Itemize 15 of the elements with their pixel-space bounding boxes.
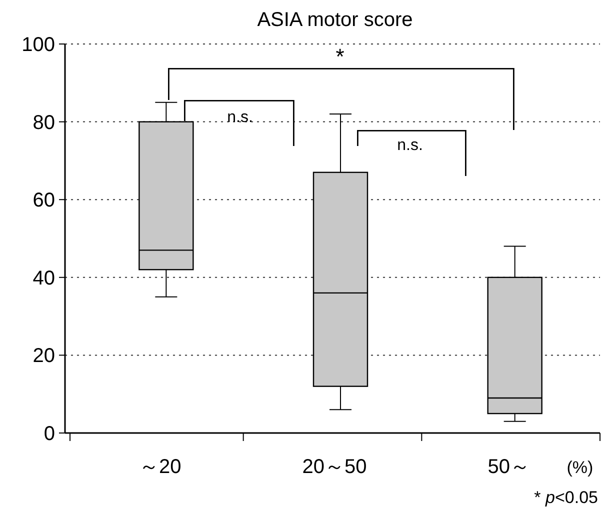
x-axis-title: (%): [566, 458, 594, 477]
y-tick-label: 20: [32, 345, 55, 368]
y-tick-label: 100: [22, 34, 55, 56]
y-tick-label: 40: [32, 267, 55, 290]
annotation: n.s.: [227, 109, 253, 126]
x-tick-label: 20～50: [302, 456, 367, 478]
annotation: *: [336, 44, 345, 69]
y-tick-label: 0: [44, 423, 55, 445]
y-tick-label: 80: [32, 112, 55, 134]
x-tick-label: 50～: [488, 456, 530, 478]
chart-title: ASIA motor score: [257, 9, 413, 31]
annotation: n.s.: [397, 137, 423, 154]
x-tick-label: ～20: [139, 456, 182, 478]
text: * p<0.05: [534, 488, 598, 507]
y-tick-label: 60: [32, 190, 55, 212]
